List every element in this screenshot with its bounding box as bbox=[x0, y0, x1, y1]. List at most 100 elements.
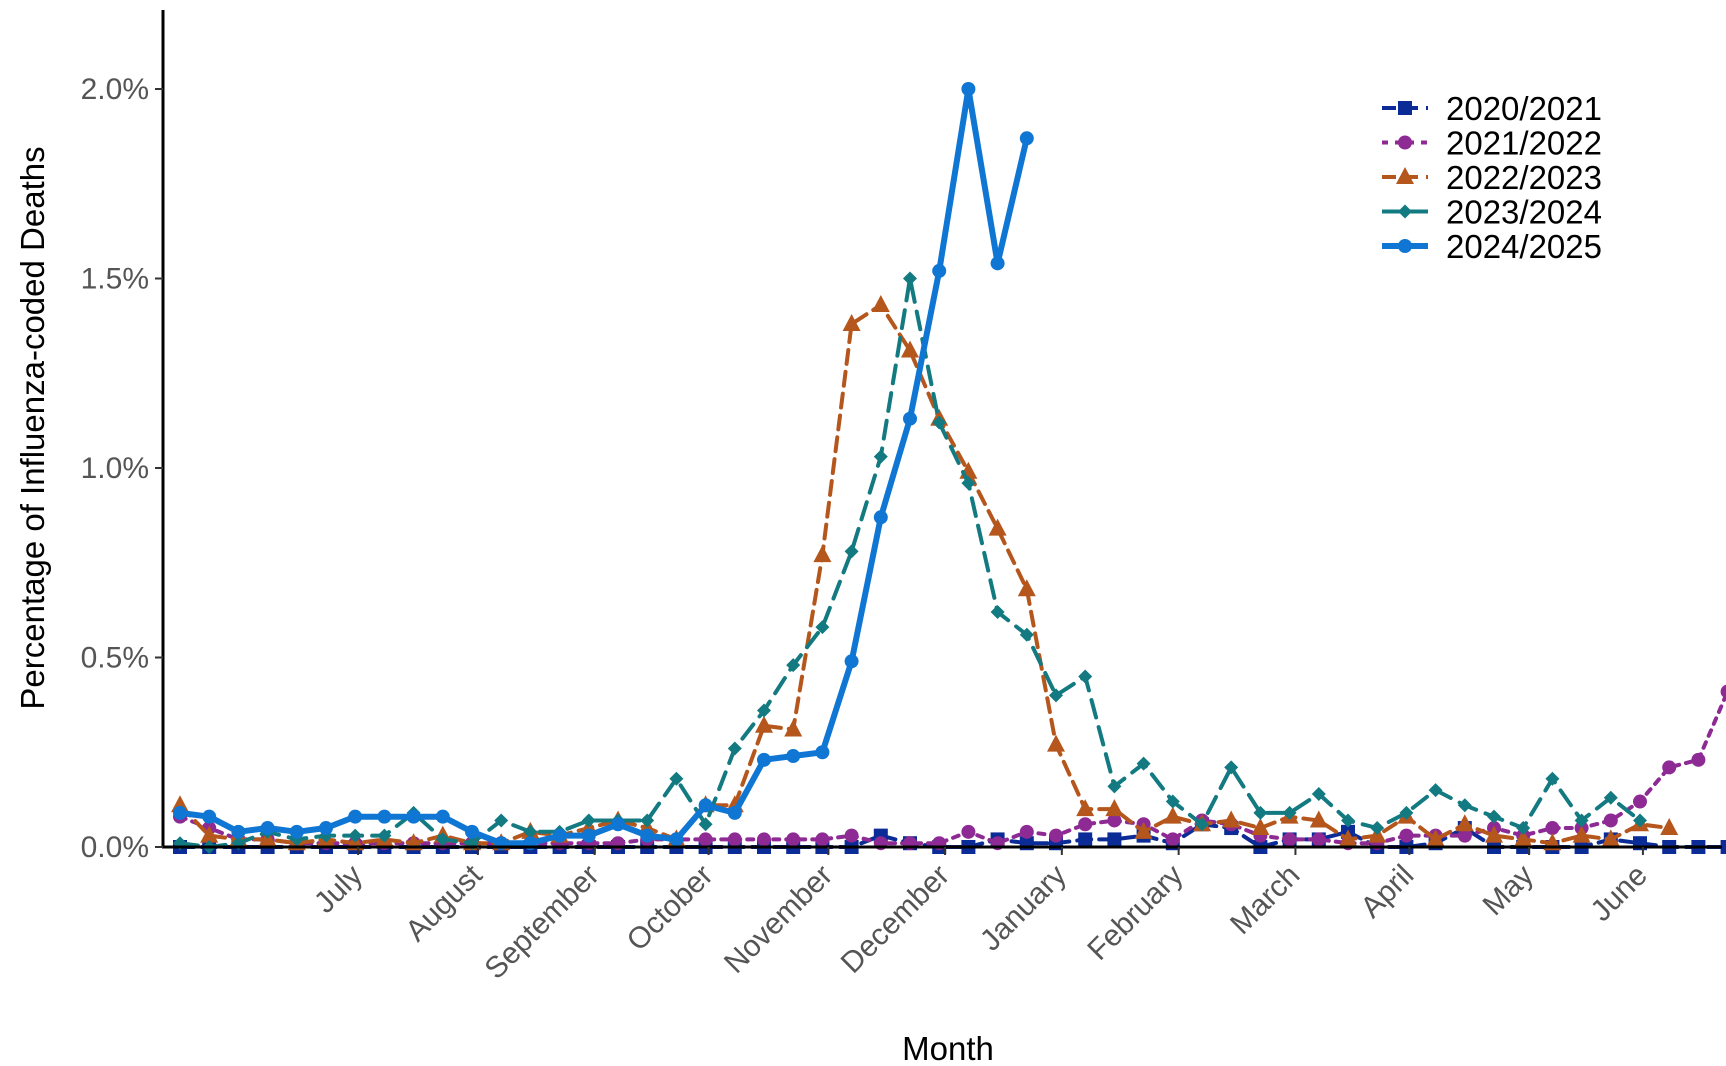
data-point bbox=[348, 828, 363, 843]
data-point bbox=[990, 605, 1005, 620]
data-point bbox=[1457, 798, 1472, 813]
data-point bbox=[1662, 760, 1677, 775]
data-point bbox=[494, 813, 509, 828]
data-point bbox=[1019, 131, 1034, 146]
data-point bbox=[1311, 786, 1326, 801]
data-point bbox=[435, 809, 450, 824]
data-point bbox=[1426, 829, 1445, 847]
data-point bbox=[784, 719, 803, 737]
data-point bbox=[842, 313, 861, 331]
data-point bbox=[1339, 829, 1357, 847]
data-point bbox=[465, 824, 479, 839]
legend-marker bbox=[1398, 239, 1412, 253]
y-tick-label: 1.5% bbox=[81, 263, 149, 296]
data-point bbox=[1078, 832, 1093, 847]
series-line bbox=[178, 303, 1672, 846]
series-2024-2025 bbox=[173, 82, 1034, 851]
data-point bbox=[1399, 805, 1414, 820]
data-point bbox=[727, 805, 742, 820]
data-point bbox=[202, 809, 217, 824]
x-tick-label: November bbox=[718, 859, 839, 980]
x-tick-label: January bbox=[974, 859, 1073, 958]
data-point bbox=[901, 340, 919, 358]
data-point bbox=[552, 828, 567, 843]
data-point bbox=[669, 832, 684, 847]
data-point bbox=[961, 476, 976, 491]
data-point bbox=[786, 832, 801, 847]
series-2022-2023 bbox=[171, 295, 1679, 851]
data-point bbox=[231, 824, 246, 839]
legend-marker bbox=[1398, 204, 1412, 219]
data-point bbox=[611, 817, 625, 832]
data-point bbox=[1691, 752, 1706, 767]
data-point bbox=[173, 805, 187, 820]
data-point bbox=[786, 658, 801, 673]
data-point bbox=[1487, 809, 1501, 824]
data-point bbox=[1047, 734, 1065, 752]
data-point bbox=[377, 809, 392, 824]
data-point bbox=[1603, 790, 1618, 805]
data-point bbox=[1428, 783, 1443, 798]
data-point bbox=[844, 654, 859, 669]
legend-marker bbox=[1398, 135, 1412, 150]
data-point bbox=[1049, 688, 1063, 703]
data-point bbox=[1107, 813, 1122, 828]
data-point bbox=[813, 545, 832, 563]
data-point bbox=[260, 821, 275, 836]
data-point bbox=[1633, 794, 1647, 809]
data-point bbox=[1019, 824, 1034, 839]
data-point bbox=[1309, 810, 1328, 828]
data-point bbox=[1251, 818, 1270, 836]
data-point bbox=[1311, 832, 1326, 847]
data-point bbox=[581, 813, 596, 828]
data-point bbox=[988, 518, 1007, 536]
data-point bbox=[1049, 828, 1063, 843]
data-point bbox=[1017, 579, 1036, 597]
data-point bbox=[757, 752, 771, 767]
data-point bbox=[1516, 821, 1531, 836]
data-point bbox=[523, 824, 538, 839]
data-point bbox=[1457, 828, 1472, 843]
data-point bbox=[903, 411, 917, 426]
data-point bbox=[435, 832, 450, 847]
x-tick-label: March bbox=[1224, 859, 1306, 941]
data-point bbox=[581, 828, 596, 843]
data-point bbox=[815, 832, 830, 847]
data-point bbox=[1224, 760, 1239, 775]
data-point bbox=[698, 832, 713, 847]
legend-label: 2021/2022 bbox=[1446, 125, 1602, 162]
series-line bbox=[178, 276, 1642, 849]
data-point bbox=[1720, 840, 1726, 854]
legend-marker bbox=[1396, 167, 1414, 184]
data-point bbox=[961, 824, 976, 839]
data-point bbox=[1341, 813, 1355, 828]
series-2023-2024 bbox=[173, 271, 1647, 854]
data-point bbox=[1633, 813, 1647, 828]
y-tick-label: 0.0% bbox=[81, 831, 149, 864]
data-point bbox=[1282, 805, 1297, 820]
x-tick-label: August bbox=[399, 858, 489, 948]
data-point bbox=[200, 825, 219, 843]
data-point bbox=[669, 771, 684, 786]
x-axis-title: Month bbox=[902, 1030, 994, 1066]
data-point bbox=[727, 741, 742, 756]
series-line bbox=[177, 86, 1030, 847]
data-point bbox=[1107, 779, 1122, 794]
legend-label: 2023/2024 bbox=[1446, 194, 1602, 231]
series-2021-2022 bbox=[173, 684, 1726, 851]
data-point bbox=[1572, 825, 1591, 843]
data-point bbox=[1455, 814, 1474, 832]
data-point bbox=[844, 544, 859, 559]
data-point bbox=[1107, 832, 1122, 847]
data-point bbox=[815, 745, 830, 760]
data-point bbox=[1485, 825, 1503, 843]
legend-label: 2024/2025 bbox=[1446, 228, 1602, 265]
legend-label: 2020/2021 bbox=[1446, 90, 1602, 127]
y-axis-title: Percentage of Influenza-coded Deaths bbox=[14, 146, 51, 709]
data-point bbox=[1165, 794, 1180, 809]
data-point bbox=[1105, 799, 1124, 817]
data-point bbox=[1601, 829, 1620, 847]
data-point bbox=[640, 828, 655, 843]
data-point bbox=[873, 449, 888, 464]
